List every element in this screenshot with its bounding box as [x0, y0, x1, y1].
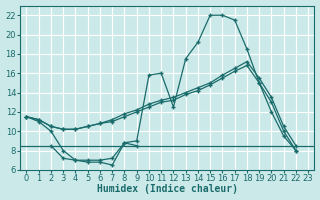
X-axis label: Humidex (Indice chaleur): Humidex (Indice chaleur) [97, 184, 238, 194]
